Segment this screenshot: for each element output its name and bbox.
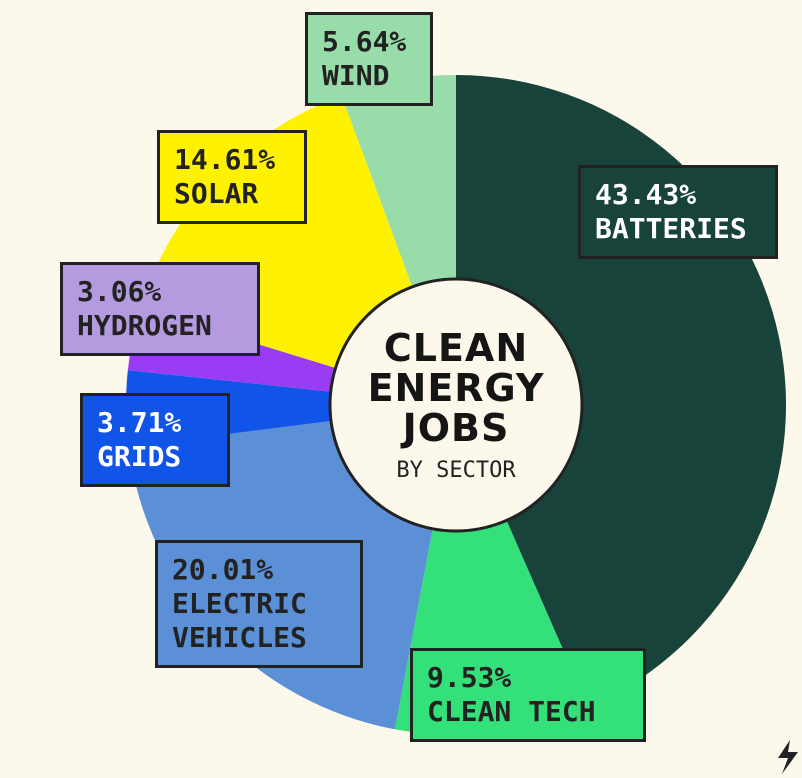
slice-label: 3.71%GRIDS — [80, 393, 230, 487]
value-label: 3.06% — [77, 275, 243, 309]
slice-label: 5.64%WIND — [305, 12, 433, 106]
value-label: 14.61% — [174, 143, 290, 177]
category-label: WIND — [322, 59, 416, 93]
slice-label: 43.43%BATTERIES — [578, 165, 778, 259]
slice-label: 14.61%SOLAR — [157, 130, 307, 224]
value-label: 3.71% — [97, 406, 213, 440]
value-label: 20.01% — [172, 553, 346, 587]
category-label: CLEAN TECH — [427, 695, 629, 729]
category-label: BATTERIES — [595, 212, 761, 246]
category-label: HYDROGEN — [77, 309, 243, 343]
category-label: ELECTRIC VEHICLES — [172, 587, 346, 655]
value-label: 9.53% — [427, 661, 629, 695]
category-label: GRIDS — [97, 440, 213, 474]
slice-label: 20.01%ELECTRIC VEHICLES — [155, 540, 363, 668]
category-label: SOLAR — [174, 177, 290, 211]
center-label: CLEAN ENERGY JOBS BY SECTOR — [331, 280, 581, 530]
chart-title: CLEAN ENERGY JOBS — [356, 328, 556, 448]
slice-label: 9.53%CLEAN TECH — [410, 648, 646, 742]
slice-label: 3.06%HYDROGEN — [60, 262, 260, 356]
page: CLEAN ENERGY JOBS BY SECTOR (() => { con… — [0, 0, 802, 778]
bolt-icon — [778, 740, 798, 774]
value-label: 5.64% — [322, 25, 416, 59]
chart-subtitle: BY SECTOR — [396, 458, 515, 483]
value-label: 43.43% — [595, 178, 761, 212]
